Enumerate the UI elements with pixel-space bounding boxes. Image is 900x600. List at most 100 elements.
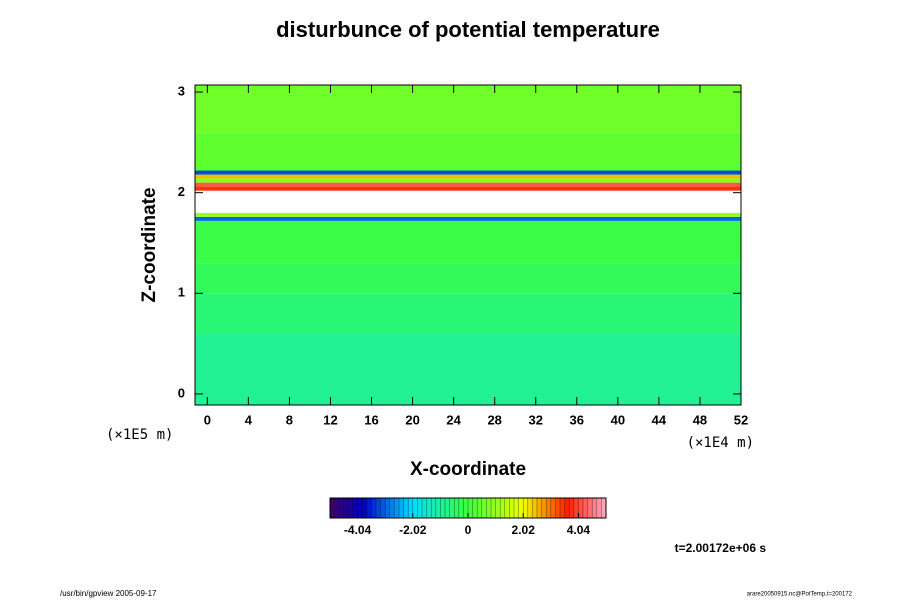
x-tick-label: 40 [611,412,625,427]
colorbar-cell [514,498,519,518]
colorbar-cell [569,498,575,518]
colorbar-cell [366,498,372,518]
colorbar-cell [371,498,377,518]
colorbar-cell [445,498,450,518]
colorbar-cell [518,498,524,518]
x-tick-label: 12 [323,412,337,427]
y-tick-label: 2 [178,184,185,199]
colorbar-cell [495,498,501,518]
colorbar-cell [555,498,561,518]
colorbar-cell [504,498,510,518]
x-axis-label: X-coordinate [410,459,526,480]
x-tick-label: 48 [693,412,707,427]
colorbar-cell [330,498,335,518]
heat-band [195,220,741,264]
colorbar-cell [422,498,427,518]
y-tick-label: 3 [178,83,185,98]
heat-band [195,333,741,405]
colorbar-cell [435,498,441,518]
colorbar-cell [353,498,358,518]
heat-band [195,216,741,221]
time-annotation: t=2.00172e+06 s [675,541,767,555]
colorbar-cell [523,498,529,518]
colorbar-cell [500,498,506,518]
heat-band [195,174,741,179]
colorbar-cell [389,498,395,518]
colorbar-cell [399,498,404,518]
y-axis-label: Z-coordinate [139,187,160,302]
colorbar-cell [449,498,455,518]
colorbar-cell [546,498,552,518]
heat-band [195,132,741,167]
colorbar-cell [412,498,418,518]
colorbar-cell [537,498,542,518]
x-unit: (×1E4 m) [687,435,754,451]
heat-band [195,190,741,213]
colorbar-cell [385,498,391,518]
colorbar-cell [403,498,409,518]
colorbar-cell [486,498,492,518]
colorbar-cell [583,498,588,518]
y-tick-label: 1 [178,285,185,300]
colorbar-cell [394,498,400,518]
colorbar-cell [431,498,437,518]
colorbar-cell [339,498,345,518]
colorbar-cell [532,498,538,518]
colorbar-tick-label: 0 [465,523,472,537]
colorbar-cell [417,498,423,518]
colorbar-cell [472,498,478,518]
colorbar-cell [541,498,547,518]
y-tick-label: 0 [178,385,185,400]
colorbar-cell [362,498,368,518]
x-tick-label: 4 [245,412,253,427]
x-tick-label: 24 [446,412,461,427]
heat-band [195,293,741,334]
colorbar-cell [578,498,584,518]
colorbar-cell [357,498,363,518]
colorbar-cell [527,498,533,518]
x-tick-label: 8 [286,412,293,427]
colorbar-cell [454,498,460,518]
heat-band [195,85,741,133]
colorbar-cell [573,498,579,518]
colorbar-cell [376,498,381,518]
colorbar-tick-label: -4.04 [344,523,372,537]
colorbar-cell [560,498,565,518]
colorbar-tick-label: 4.04 [567,523,591,537]
colorbar-cell [601,498,607,518]
colorbar-cell [348,498,354,518]
colorbar-cell [596,498,602,518]
x-tick-label: 52 [734,412,748,427]
colorbar-cell [481,498,487,518]
colorbar-cell [334,498,340,518]
heat-band [195,170,741,175]
colorbar-cell [509,498,515,518]
colorbar-cell [592,498,598,518]
heat-band [195,178,741,183]
heat-band [195,182,741,187]
x-tick-label: 0 [204,412,211,427]
x-tick-label: 16 [364,412,378,427]
heat-band [195,186,741,191]
y-unit: (×1E5 m) [106,427,173,443]
colorbar-cell [564,498,570,518]
heat-band [195,212,741,217]
colorbar-cell [408,498,414,518]
x-tick-label: 36 [570,412,584,427]
chart-title: disturbunce of potential temperature [276,17,660,42]
plot-frame [194,84,742,406]
footer-left: /usr/bin/gpview 2005-09-17 [60,589,157,598]
x-tick-label: 20 [405,412,419,427]
colorbar-cell [491,498,496,518]
colorbar-cell [477,498,483,518]
colorbar-cell [468,498,473,518]
colorbar-cell [463,498,469,518]
colorbar-cell [343,498,349,518]
x-tick-label: 44 [652,412,667,427]
x-tick-label: 28 [487,412,501,427]
colorbar-tick-label: 2.02 [512,523,536,537]
colorbar-cell [458,498,464,518]
colorbar-cell [440,498,446,518]
colorbar-cell [550,498,556,518]
colorbar-tick-label: -2.02 [399,523,427,537]
